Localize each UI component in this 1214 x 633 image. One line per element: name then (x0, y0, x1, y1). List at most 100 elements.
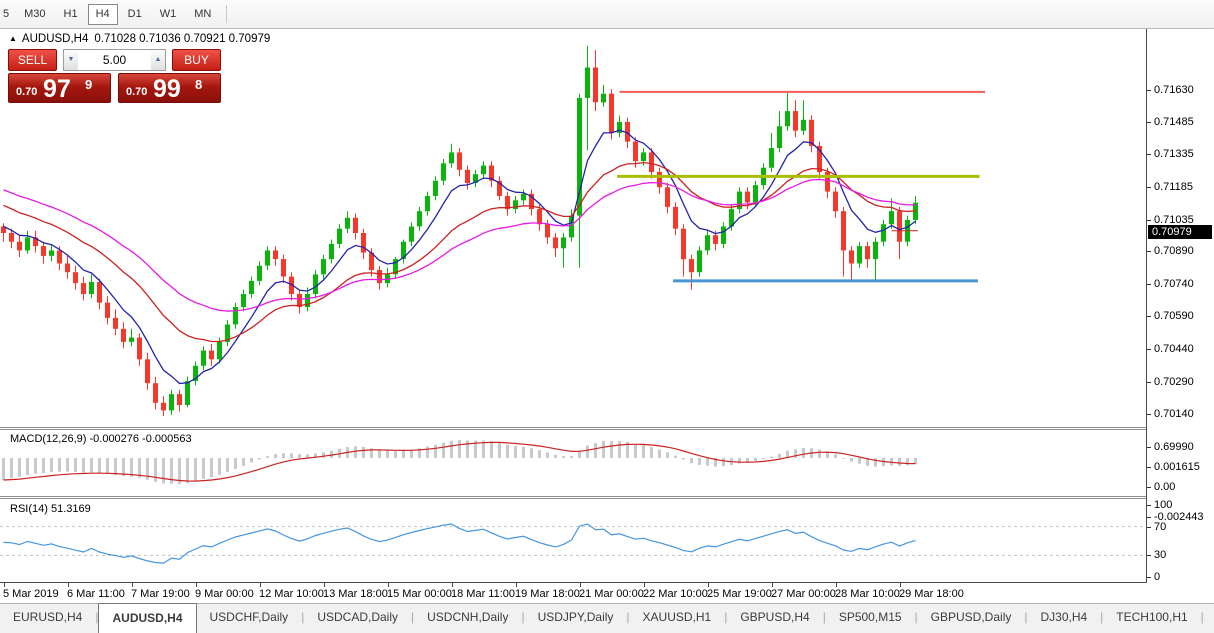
volume-increase-icon[interactable]: ▲ (151, 50, 165, 70)
macd-histogram-bar (362, 446, 365, 458)
panel-splitter[interactable] (0, 496, 1146, 497)
candle-body-down (73, 272, 78, 284)
tab-gbpusd-daily[interactable]: GBPUSD,Daily (930, 610, 1012, 624)
macd-histogram-bar (354, 446, 357, 458)
macd-histogram-bar (274, 454, 277, 458)
rsi-tick-dash (1147, 505, 1151, 506)
candle-body-up (617, 122, 622, 133)
macd-histogram-bar (106, 458, 109, 474)
volume-input[interactable]: 5.00 (102, 53, 127, 67)
time-tick-label: 21 Mar 00:00 (579, 588, 644, 600)
candle-body-down (97, 282, 102, 303)
rsi-name: RSI(14) (10, 503, 48, 515)
macd-histogram-bar (490, 441, 493, 458)
price-tick-label: 0.71185 (1154, 181, 1193, 193)
candle-body-up (257, 265, 262, 281)
macd-name: MACD(12,26,9) (10, 433, 87, 445)
candle-body-down (177, 394, 182, 405)
macd-histogram-bar (386, 451, 389, 458)
rsi-panel-canvas[interactable] (0, 499, 1146, 582)
sell-price-display[interactable]: 0.70 97 9 (8, 73, 111, 103)
candle-body-up (881, 224, 886, 242)
buy-price-display[interactable]: 0.70 99 8 (118, 73, 221, 103)
timeframe-button-h4[interactable]: H4 (87, 3, 118, 25)
candle-body-down (897, 211, 902, 242)
chart-symbol-period: AUDUSD,H4 (21, 33, 89, 45)
macd-histogram-bar (210, 458, 213, 478)
candle-body-up (441, 163, 446, 181)
macd-histogram-bar (786, 450, 789, 458)
collapse-panel-icon[interactable]: ▲ (9, 34, 17, 43)
candle-body-up (697, 250, 702, 273)
macd-histogram-bar (866, 458, 869, 466)
time-tick-label: 13 Mar 18:00 (323, 588, 388, 600)
candle-body-up (521, 193, 526, 201)
tab-xauusd-h1[interactable]: XAUUSD,H1 (642, 610, 712, 624)
time-tick-label: 29 Mar 18:00 (899, 588, 964, 600)
timeframe-button-m5[interactable]: 5 (1, 4, 14, 25)
macd-tick-label: 0.00 (1154, 481, 1176, 493)
macd-histogram-bar (690, 458, 693, 464)
macd-histogram-bar (818, 449, 821, 458)
timeframe-button-d1[interactable]: D1 (120, 4, 150, 25)
tab-dj30-h4[interactable]: DJ30,H4 (1040, 610, 1088, 624)
timeframe-button-mn[interactable]: MN (186, 4, 219, 25)
tab-sp500-m15[interactable]: SP500,M15 (838, 610, 902, 624)
tab-separator: | (822, 610, 826, 624)
candle-body-down (713, 235, 718, 244)
price-tick-label: 0.70140 (1154, 408, 1194, 420)
tab-separator: | (1100, 610, 1104, 624)
macd-histogram-bar (882, 458, 885, 467)
price-tick-dash (1147, 220, 1151, 221)
price-tick-dash (1147, 154, 1151, 155)
candle-body-down (209, 350, 214, 360)
macd-histogram-bar (586, 445, 589, 458)
tab-usdcnh-daily[interactable]: USDCNH,Daily (427, 610, 509, 624)
time-tick (260, 583, 261, 587)
candle-body-up (129, 337, 134, 342)
tab-gbpusd-h4[interactable]: GBPUSD,H4 (740, 610, 810, 624)
macd-histogram-bar (722, 458, 725, 467)
tab-usdcad-daily[interactable]: USDCAD,Daily (317, 610, 398, 624)
time-tick-label: 28 Mar 10:00 (835, 588, 900, 600)
macd-histogram-bar (842, 458, 845, 459)
tab-usdjpy-daily[interactable]: USDJPY,Daily (537, 610, 614, 624)
candle-body-down (825, 172, 830, 192)
tab-ukoil[interactable]: UKOil, (1204, 604, 1214, 633)
buy-price-pipette: 8 (195, 77, 203, 92)
panel-splitter[interactable] (0, 429, 1146, 430)
macd-histogram-bar (42, 458, 45, 473)
price-chart-canvas[interactable] (0, 29, 1146, 427)
macd-histogram-bar (306, 454, 309, 458)
price-tick-dash (1147, 251, 1151, 252)
macd-histogram-bar (738, 458, 741, 464)
tab-audusd-h4[interactable]: AUDUSD,H4 (98, 603, 197, 633)
macd-histogram-bar (618, 441, 621, 458)
macd-indicator-label: MACD(12,26,9) -0.000276 -0.000563 (10, 433, 192, 445)
candle-body-down (625, 122, 630, 142)
macd-histogram-bar (762, 458, 765, 460)
candle-body-up (417, 211, 422, 227)
panel-splitter[interactable] (0, 427, 1146, 428)
timeframe-button-w1[interactable]: W1 (152, 4, 185, 25)
volume-decrease-icon[interactable]: ▼ (64, 50, 78, 70)
panel-splitter[interactable] (0, 498, 1146, 499)
tab-eurusd-h4[interactable]: EURUSD,H4 (13, 610, 83, 624)
macd-histogram-bar (778, 453, 781, 458)
macd-signal-line (3, 441, 916, 482)
timeframe-button-m30[interactable]: M30 (16, 4, 53, 25)
tab-tech100-h1[interactable]: TECH100,H1 (1116, 610, 1188, 624)
buy-button[interactable]: BUY (172, 49, 221, 71)
macd-panel-canvas[interactable] (0, 430, 1146, 496)
candle-body-down (161, 402, 166, 411)
sell-button[interactable]: SELL (8, 49, 57, 71)
macd-histogram-bar (770, 456, 773, 458)
time-tick (708, 583, 709, 587)
macd-histogram-bar (442, 442, 445, 458)
timeframe-button-h1[interactable]: H1 (56, 4, 86, 25)
macd-histogram-bar (850, 458, 853, 462)
macd-histogram-bar (706, 458, 709, 466)
macd-histogram-bar (538, 450, 541, 458)
tab-usdchf-daily[interactable]: USDCHF,Daily (209, 610, 289, 624)
candle-body-up (241, 294, 246, 308)
